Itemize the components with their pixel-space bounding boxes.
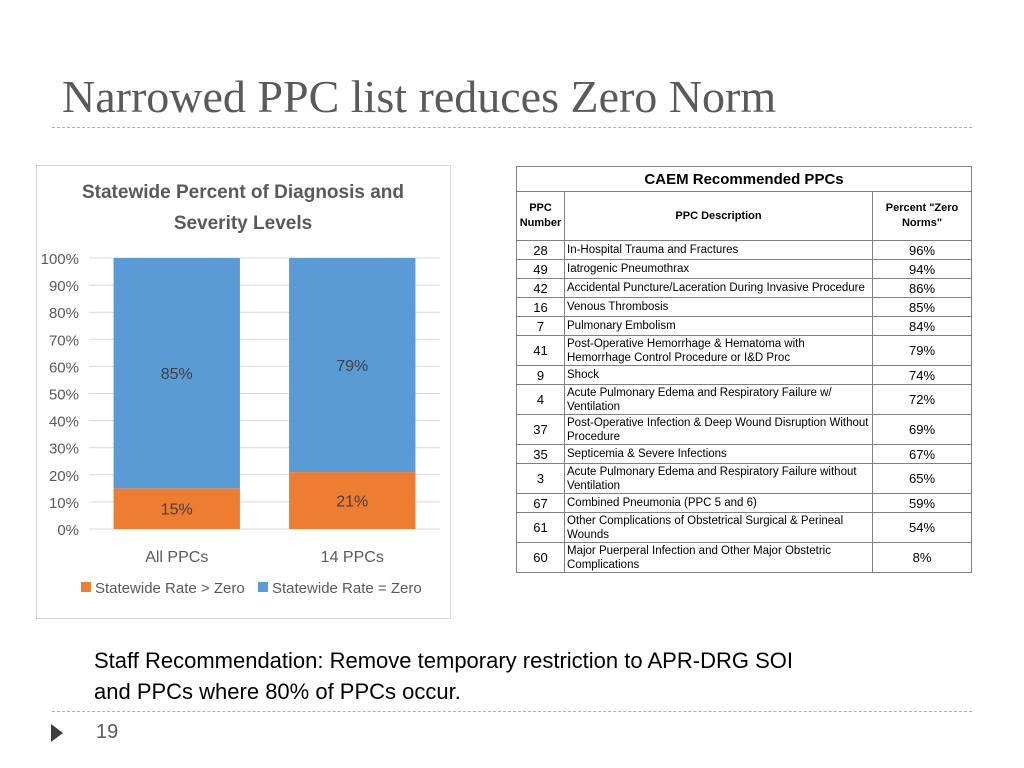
- ppc-number-cell: 9: [516, 365, 565, 385]
- chart-canvas: Statewide Percent of Diagnosis and Severi…: [41, 182, 440, 597]
- ppc-description-cell: Septicemia & Severe Infections: [564, 444, 873, 464]
- y-tick-label: 90%: [49, 278, 79, 295]
- stacked-bar-chart: Statewide Percent of Diagnosis and Severi…: [36, 165, 451, 619]
- data-label: 21%: [336, 494, 368, 511]
- ppc-number-cell: 41: [516, 335, 565, 366]
- ppc-number-cell: 60: [516, 542, 565, 573]
- triangle-right-icon: [51, 724, 63, 742]
- bar-segment: [113, 488, 240, 529]
- table-row: 7 Pulmonary Embolism 84%: [516, 316, 973, 336]
- percent-zero-norms-cell: 94%: [871, 259, 973, 279]
- ppc-description-cell: Major Puerperal Infection and Other Majo…: [564, 542, 873, 573]
- percent-zero-norms-cell: 74%: [871, 365, 973, 385]
- table-row: 61 Other Complications of Obstetrical Sur…: [516, 512, 973, 543]
- y-tick-label: 70%: [49, 332, 79, 349]
- bar-segment: [289, 258, 416, 473]
- percent-zero-norms-cell: 59%: [871, 493, 973, 513]
- percent-zero-norms-cell: 69%: [871, 414, 973, 445]
- bar-segment: [289, 472, 416, 529]
- table-row: 9 Shock 74%: [516, 365, 973, 385]
- caem-recommended-ppcs-table: CAEM Recommended PPCs PPC Number PPC Desc…: [515, 166, 973, 573]
- ppc-number-cell: 37: [516, 414, 565, 445]
- y-tick-label: 10%: [49, 495, 79, 512]
- legend-label: Statewide Rate = Zero: [272, 580, 422, 597]
- table-row: 67 Combined Pneumonia (PPC 5 and 6) 59%: [516, 493, 973, 513]
- data-label: 15%: [161, 502, 193, 519]
- table-row: 60 Major Puerperal Infection and Other Ma…: [516, 542, 973, 573]
- staff-recommendation: Staff Recommendation: Remove temporary r…: [94, 648, 793, 704]
- ppc-number-cell: 7: [516, 316, 565, 336]
- ppc-number-cell: 3: [516, 463, 565, 494]
- table-row: 16 Venous Thrombosis 85%: [516, 297, 973, 317]
- y-tick-label: 20%: [49, 468, 79, 485]
- chart-title-line2: Severity Levels: [174, 213, 312, 234]
- ppc-number-cell: 67: [516, 493, 565, 513]
- ppc-description-cell: Post-Operative Infection & Deep Wound Di…: [564, 414, 873, 445]
- x-category-label: All PPCs: [145, 549, 208, 566]
- percent-zero-norms-cell: 96%: [871, 240, 973, 260]
- y-tick-label: 100%: [41, 251, 79, 268]
- data-label: 79%: [336, 358, 368, 375]
- table-row: 41 Post-Operative Hemorrhage & Hematoma w…: [516, 335, 973, 366]
- ppc-description-cell: Acute Pulmonary Edema and Respiratory Fa…: [564, 463, 873, 494]
- title-divider: [52, 127, 972, 128]
- y-tick-label: 60%: [49, 359, 79, 376]
- percent-zero-norms-cell: 8%: [871, 542, 973, 573]
- ppc-description-cell: In-Hospital Trauma and Fractures: [564, 240, 873, 260]
- ppc-description-cell: Combined Pneumonia (PPC 5 and 6): [564, 493, 873, 513]
- ppc-description-cell: Accidental Puncture/Laceration During In…: [564, 278, 873, 298]
- ppc-description-cell: Post-Operative Hemorrhage & Hematoma wit…: [564, 335, 873, 366]
- table-row: 28 In-Hospital Trauma and Fractures 96%: [516, 240, 973, 260]
- chart-title-line1: Statewide Percent of Diagnosis and: [82, 182, 404, 203]
- legend-label: Statewide Rate > Zero: [95, 580, 245, 597]
- percent-zero-norms-cell: 84%: [871, 316, 973, 336]
- ppc-number-cell: 28: [516, 240, 565, 260]
- page-number: 19: [96, 721, 119, 743]
- ppc-number-cell: 61: [516, 512, 565, 543]
- ppc-number-cell: 35: [516, 444, 565, 464]
- legend-swatch: [258, 582, 268, 592]
- percent-zero-norms-cell: 85%: [871, 297, 973, 317]
- ppc-number-cell: 49: [516, 259, 565, 279]
- table-row: 4 Acute Pulmonary Edema and Respiratory F…: [516, 384, 973, 415]
- table-row: 3 Acute Pulmonary Edema and Respiratory F…: [516, 463, 973, 494]
- header-percent-zero-norms: Percent "Zero Norms": [871, 191, 973, 241]
- data-label: 85%: [161, 366, 193, 383]
- slide-title: Narrowed PPC list reduces Zero Norm: [62, 71, 777, 122]
- ppc-description-cell: Shock: [564, 365, 873, 385]
- percent-zero-norms-cell: 79%: [871, 335, 973, 366]
- ppc-number-cell: 16: [516, 297, 565, 317]
- ppc-description-cell: Pulmonary Embolism: [564, 316, 873, 336]
- percent-zero-norms-cell: 54%: [871, 512, 973, 543]
- footer-divider: [52, 711, 972, 712]
- percent-zero-norms-cell: 86%: [871, 278, 973, 298]
- percent-zero-norms-cell: 65%: [871, 463, 973, 494]
- y-tick-label: 0%: [57, 522, 79, 539]
- x-category-label: 14 PPCs: [321, 549, 384, 566]
- ppc-description-cell: Venous Thrombosis: [564, 297, 873, 317]
- header-ppc-description: PPC Description: [564, 191, 873, 241]
- y-tick-label: 80%: [49, 305, 79, 322]
- ppc-description-cell: Iatrogenic Pneumothrax: [564, 259, 873, 279]
- ppc-description-cell: Acute Pulmonary Edema and Respiratory Fa…: [564, 384, 873, 415]
- table-row: 37 Post-Operative Infection & Deep Wound …: [516, 414, 973, 445]
- legend-swatch: [81, 582, 91, 592]
- table-row: 49 Iatrogenic Pneumothrax 94%: [516, 259, 973, 279]
- table-row: 35 Septicemia & Severe Infections 67%: [516, 444, 973, 464]
- percent-zero-norms-cell: 72%: [871, 384, 973, 415]
- y-tick-label: 50%: [49, 387, 79, 404]
- y-tick-label: 30%: [49, 441, 79, 458]
- table-row: 42 Accidental Puncture/Laceration During …: [516, 278, 973, 298]
- bar-segment: [113, 258, 240, 489]
- header-ppc-number: PPC Number: [516, 191, 565, 241]
- percent-zero-norms-cell: 67%: [871, 444, 973, 464]
- table-caption: CAEM Recommended PPCs: [515, 166, 973, 192]
- ppc-number-cell: 4: [516, 384, 565, 415]
- ppc-description-cell: Other Complications of Obstetrical Surgi…: [564, 512, 873, 543]
- y-tick-label: 40%: [49, 414, 79, 431]
- ppc-number-cell: 42: [516, 278, 565, 298]
